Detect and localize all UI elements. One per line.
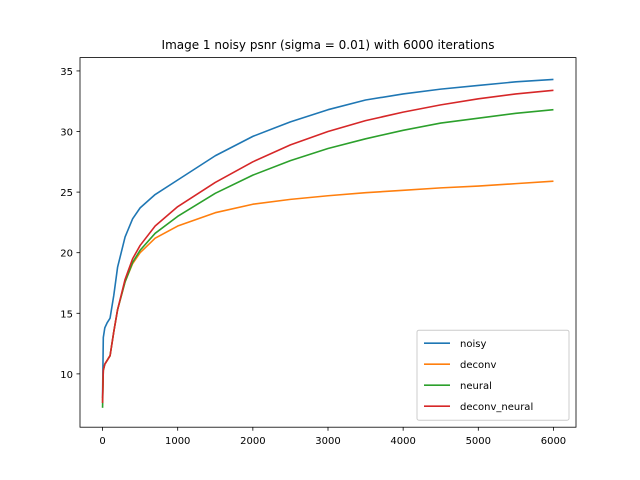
series-line-noisy (101, 78, 554, 399)
series-line-deconv_neural (101, 89, 554, 403)
legend-box (416, 329, 570, 421)
legend-label-deconv: deconv (460, 360, 496, 371)
plot-lines (101, 78, 554, 408)
chart-title: Image 1 noisy psnr (sigma = 0.01) with 6… (162, 38, 495, 52)
y-tick-label: 20 (60, 249, 73, 260)
legend-label-neural: neural (460, 381, 492, 392)
x-tick-label: 0 (99, 436, 105, 447)
legend-label-deconv_neural: deconv_neural (460, 402, 533, 413)
x-tick-label: 2000 (240, 436, 265, 447)
x-tick-label: 6000 (541, 436, 566, 447)
x-axis: 0 1000 2000 3000 4000 5000 6000 (99, 427, 566, 447)
x-tick-label: 1000 (165, 436, 190, 447)
x-tick-label: 5000 (466, 436, 491, 447)
y-tick-label: 35 (60, 67, 73, 78)
y-axis: 10 15 20 25 30 35 (60, 67, 80, 381)
y-tick-label: 15 (60, 309, 73, 320)
x-tick-label: 4000 (390, 436, 415, 447)
y-tick-label: 25 (60, 188, 73, 199)
x-tick-label: 3000 (315, 436, 340, 447)
y-tick-label: 10 (60, 370, 73, 381)
y-tick-label: 30 (60, 128, 73, 139)
legend-label-noisy: noisy (460, 339, 486, 350)
legend: noisy deconv neural deconv_neural (416, 329, 570, 421)
